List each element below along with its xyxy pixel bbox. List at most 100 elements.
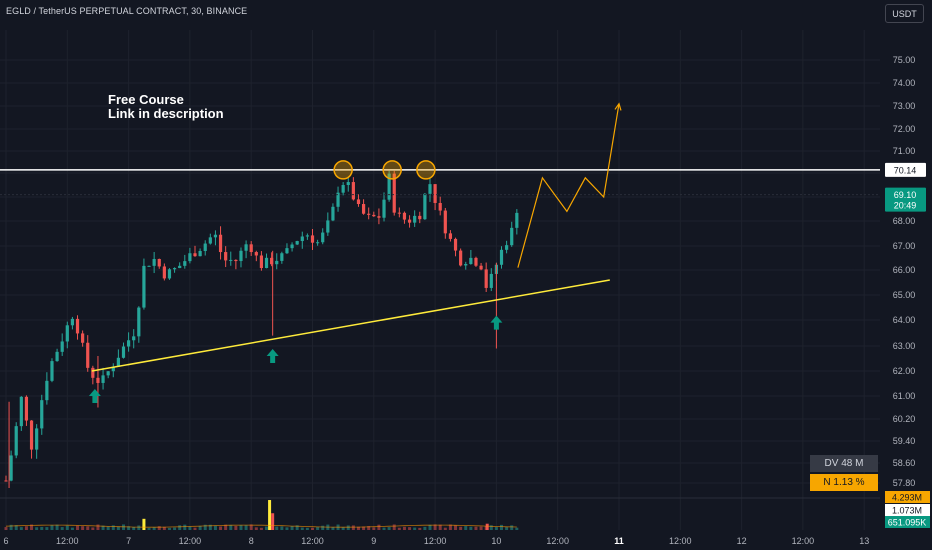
volume-bar xyxy=(346,525,350,530)
time-tick-label: 12:00 xyxy=(669,536,692,546)
volume-panel xyxy=(4,500,519,530)
candle-body xyxy=(172,268,177,270)
candle-body xyxy=(326,220,330,233)
candle-body xyxy=(397,212,401,214)
candle-body xyxy=(453,238,458,251)
volume-bar xyxy=(14,525,18,530)
volume-bar xyxy=(9,524,13,530)
volume-spike xyxy=(268,500,272,530)
candle-body xyxy=(351,182,355,200)
candle-body xyxy=(142,265,146,308)
candle-body xyxy=(479,265,483,270)
volume-bar xyxy=(280,526,284,530)
volume-bar xyxy=(178,525,182,530)
price-tick-label: 58.60 xyxy=(893,458,916,468)
annotation-line-1: Free Course xyxy=(108,92,184,107)
volume-bar xyxy=(311,527,314,530)
candle-body xyxy=(510,227,514,246)
volume-bar xyxy=(454,525,458,530)
candle-body xyxy=(259,255,264,269)
symbol-title[interactable]: EGLD / TetherUS PERPETUAL CONTRACT, 30, … xyxy=(6,6,248,16)
volume-bar xyxy=(367,526,371,530)
candle-body xyxy=(418,215,422,220)
time-axis[interactable]: 6 12:00 7 12:00 8 12:00 9 12:00 10 12:00 11 12:00 12… xyxy=(3,536,869,546)
candle-body xyxy=(484,269,488,288)
candle-body xyxy=(413,215,417,223)
projection-path xyxy=(517,103,620,268)
candle-body xyxy=(218,234,223,253)
time-tick-label: 9 xyxy=(371,536,376,546)
volume-tag-bg xyxy=(885,504,930,516)
time-tick-label: 6 xyxy=(3,536,8,546)
volume-bar xyxy=(40,526,44,530)
candle-body xyxy=(254,252,258,256)
volume-bar xyxy=(65,525,69,530)
candle-body xyxy=(433,184,437,203)
volume-bar xyxy=(515,527,519,530)
volume-bar xyxy=(208,524,212,530)
price-tick-label: 63.00 xyxy=(893,341,916,351)
volume-bar xyxy=(249,524,253,530)
volume-bar xyxy=(152,527,156,530)
volume-tag-bg xyxy=(885,491,930,503)
candle-body xyxy=(91,367,95,378)
time-tick-label: 12:00 xyxy=(424,536,447,546)
candle-body xyxy=(321,232,325,243)
candle-body xyxy=(162,266,166,279)
candle-body xyxy=(423,193,427,220)
price-tick-label: 62.00 xyxy=(893,366,916,376)
volume-bar xyxy=(76,525,80,530)
volume-bar xyxy=(183,524,187,530)
n-indicator: N 1.13 % xyxy=(810,474,878,491)
volume-tag-label: 4.293M xyxy=(892,493,922,503)
candle-body xyxy=(459,250,463,266)
volume-bar xyxy=(448,524,452,530)
last-price-tag-bg xyxy=(885,187,926,212)
volume-bar xyxy=(229,525,233,530)
candle-body xyxy=(305,235,309,237)
volume-bar xyxy=(372,527,376,530)
price-tick-label: 60.20 xyxy=(893,414,916,424)
volume-bar xyxy=(86,526,90,530)
candle-body xyxy=(234,259,238,262)
candle-body xyxy=(229,259,233,261)
candle-body xyxy=(183,261,187,266)
volume-bar xyxy=(96,524,100,530)
support-trendline xyxy=(91,279,610,372)
candle-body xyxy=(402,212,407,220)
volume-bar xyxy=(101,525,105,530)
support-arrow-icon xyxy=(490,315,503,330)
volume-bar xyxy=(331,527,335,530)
volume-bar xyxy=(494,527,498,530)
volume-bar xyxy=(387,527,391,530)
currency-button[interactable]: USDT xyxy=(885,4,924,23)
candle-body xyxy=(147,265,151,267)
volume-bar xyxy=(300,527,304,530)
volume-spike xyxy=(485,523,489,530)
volume-bar xyxy=(505,527,509,530)
candle-body xyxy=(193,253,197,257)
candle-body xyxy=(295,241,299,245)
candle-body xyxy=(178,265,182,269)
resistance-tag-bg xyxy=(885,162,926,177)
volume-tag-label: 651.095K xyxy=(888,518,927,528)
time-tick-label: 10 xyxy=(491,536,501,546)
volume-bar xyxy=(121,524,125,530)
candle-body xyxy=(213,234,218,238)
candle-body xyxy=(106,371,110,376)
volume-bar xyxy=(30,524,34,530)
price-axis[interactable]: 57.80 58.60 59.40 60.20 61.00 62.00 63.00 64.00… xyxy=(893,55,916,488)
volume-bar xyxy=(469,526,473,530)
candle-body xyxy=(188,253,192,262)
price-tick-label: 73.00 xyxy=(893,101,916,111)
candle-body xyxy=(65,325,69,342)
candle-body xyxy=(116,357,120,367)
candle-body xyxy=(35,428,39,450)
price-tick-label: 74.00 xyxy=(893,78,916,88)
volume-bar xyxy=(341,527,345,530)
volume-bar xyxy=(290,526,294,530)
volume-bar xyxy=(459,526,463,530)
candle-body xyxy=(45,380,49,401)
volume-bar xyxy=(362,526,366,530)
candle-body xyxy=(300,236,304,242)
